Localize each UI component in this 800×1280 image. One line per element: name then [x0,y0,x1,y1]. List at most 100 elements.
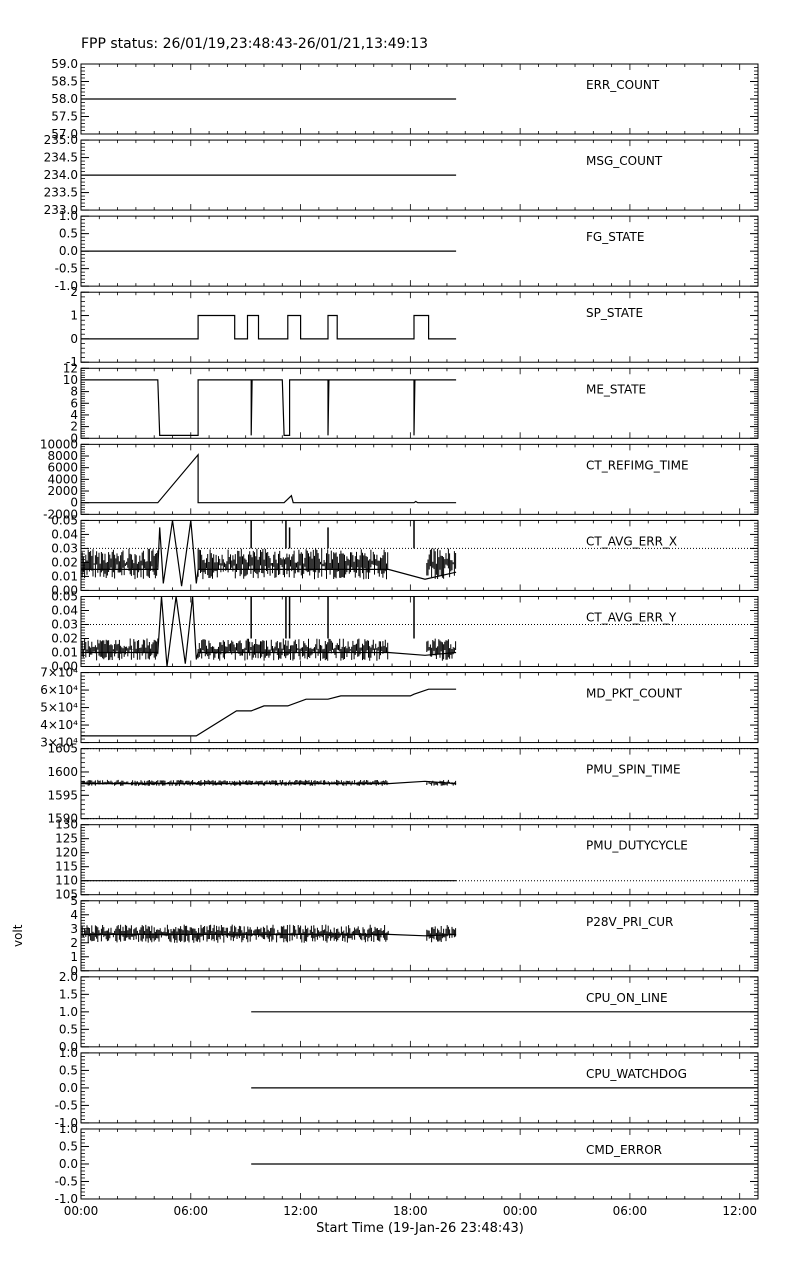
y-tick-label: -1.0 [55,1192,78,1206]
series-noise [80,924,457,943]
x-tick-label: 12:00 [722,1204,757,1218]
y-tick-label: 233.0 [44,203,78,217]
y-tick-label: 1 [70,950,78,964]
y-tick-label: 6000 [47,461,78,475]
y-tick-label: 2000 [47,484,78,498]
panel-name-label: CT_AVG_ERR_X [586,534,677,548]
y-tick-label: 1595 [47,788,78,802]
y-tick-label: 0.0 [59,244,78,258]
y-tick-label: 1 [70,309,78,323]
y-tick-label: 235.0 [44,133,78,147]
x-tick-label: 06:00 [613,1204,648,1218]
y-tick-label: 2 [70,420,78,434]
panel-name-label: CT_AVG_ERR_Y [586,610,677,624]
y-tick-label: 0.05 [51,513,78,527]
x-tick-label: 06:00 [173,1204,208,1218]
y-tick-label: 5×10⁴ [40,701,78,715]
y-tick-label: 0 [70,332,78,346]
y-tick-label: 0.00 [51,583,78,597]
y-tick-label: 58.5 [51,75,78,89]
y-tick-label: 1.5 [59,987,78,1001]
panel-name-label: CT_REFIMG_TIME [586,458,689,472]
y-tick-label: 0.5 [59,1139,78,1153]
panel-name-label: FG_STATE [586,230,644,244]
chart-title: FPP status: 26/01/19,23:48:43-26/01/21,1… [81,36,429,52]
y-tick-label: 12 [63,361,78,375]
y-tick-label: 57.0 [51,127,78,141]
panel-frame [80,519,759,591]
panel-name-label: CMD_ERROR [586,1143,662,1157]
y-tick-label: 7×10⁴ [40,666,78,680]
y-tick-label: 59.0 [51,57,78,71]
y-tick-label: 2 [70,285,78,299]
y-tick-label: 5 [70,894,78,908]
panel-frame [80,672,759,744]
y-tick-label: 8000 [47,449,78,463]
x-tick-label: 00:00 [64,1204,99,1218]
y-tick-label: 120 [55,846,78,860]
y-tick-label: -1 [66,355,78,369]
panel-name-label: MSG_COUNT [586,154,663,168]
y-tick-label: 10000 [40,437,78,451]
y-tick-label: 1.0 [59,1046,78,1060]
y-tick-label: 0.0 [59,1081,78,1095]
y-tick-label: 125 [55,832,78,846]
y-tick-label: 4×10⁴ [40,718,78,732]
panel-name-label: CPU_WATCHDOG [586,1067,687,1081]
y-tick-label: 1605 [47,742,78,756]
y-tick-label: 1600 [47,765,78,779]
x-tick-label: 12:00 [283,1204,318,1218]
series-line [81,596,457,667]
series-line [81,379,457,436]
y-tick-label: 0.03 [51,541,78,555]
panel-name-label: SP_STATE [586,306,643,320]
y-tick-label: 2 [70,936,78,950]
y-tick-label: 0 [70,431,78,445]
series-line [81,933,457,937]
y-tick-label: 4 [70,908,78,922]
y-tick-label: 115 [55,860,78,874]
y-tick-label: 0.05 [51,589,78,603]
y-axis-label: volt [11,924,25,947]
y-tick-label: 105 [55,888,78,902]
series-noise [80,638,457,661]
panel-name-label: CPU_ON_LINE [586,991,668,1005]
y-tick-label: 0.0 [59,1040,78,1054]
y-tick-label: -0.5 [55,1098,78,1112]
y-tick-label: 3×10⁴ [40,736,78,750]
y-tick-label: 0.02 [51,631,78,645]
y-tick-label: -1.0 [55,279,78,293]
panel-name-label: PMU_SPIN_TIME [586,763,681,777]
panel-name-label: P28V_PRI_CUR [586,915,673,929]
y-tick-label: 0.5 [59,1063,78,1077]
y-tick-label: 0.01 [51,569,78,583]
y-tick-label: 0.03 [51,617,78,631]
y-tick-label: 1.0 [59,1122,78,1136]
x-tick-label: 18:00 [393,1204,428,1218]
panel-frame [80,443,759,515]
series-line [81,520,457,587]
y-tick-label: 6 [70,396,78,410]
y-tick-label: 0 [70,964,78,978]
y-tick-label: -1.0 [55,1116,78,1130]
panel-frame [80,824,759,896]
y-tick-label: 0.04 [51,527,78,541]
y-tick-label: 0.02 [51,555,78,569]
y-tick-label: 1.0 [59,1005,78,1019]
x-tick-label: 00:00 [503,1204,538,1218]
y-tick-label: 4 [70,408,78,422]
y-tick-label: 0.0 [59,1157,78,1171]
y-tick-label: 6×10⁴ [40,683,78,697]
y-tick-label: 234.0 [44,168,78,182]
y-tick-label: 8 [70,385,78,399]
series-line [81,314,457,340]
y-tick-label: 1590 [47,812,78,826]
panel-frame [80,367,759,439]
series-noise [80,548,457,580]
series-line [81,780,457,785]
y-tick-label: 234.5 [44,151,78,165]
panel-frame [80,291,759,363]
panel-name-label: ME_STATE [586,382,646,396]
y-tick-label: -2000 [43,507,78,521]
y-tick-label: 0.01 [51,645,78,659]
